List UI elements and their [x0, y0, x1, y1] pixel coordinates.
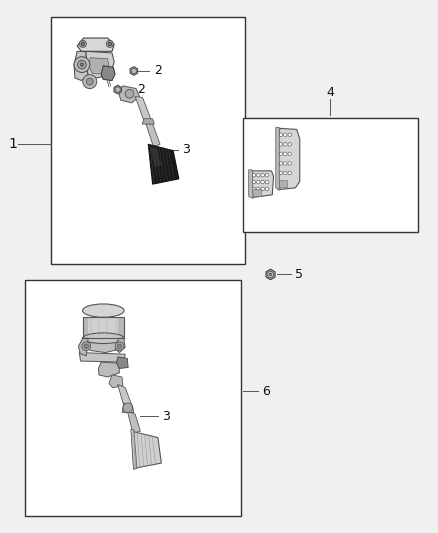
- Circle shape: [131, 68, 137, 74]
- Circle shape: [115, 342, 124, 351]
- Circle shape: [279, 152, 283, 156]
- Circle shape: [252, 180, 256, 184]
- Polygon shape: [83, 338, 124, 352]
- Bar: [251, 189, 261, 196]
- Circle shape: [117, 344, 122, 349]
- Circle shape: [288, 161, 291, 165]
- Circle shape: [284, 133, 287, 136]
- Polygon shape: [131, 430, 137, 470]
- Polygon shape: [119, 86, 140, 103]
- Text: 5: 5: [295, 268, 304, 281]
- Circle shape: [115, 87, 120, 92]
- Ellipse shape: [82, 304, 124, 317]
- Circle shape: [261, 187, 265, 191]
- Polygon shape: [277, 128, 300, 189]
- Circle shape: [265, 173, 269, 177]
- Polygon shape: [118, 317, 124, 338]
- Polygon shape: [74, 51, 88, 80]
- Circle shape: [268, 271, 274, 278]
- Polygon shape: [118, 384, 132, 407]
- Circle shape: [284, 171, 287, 175]
- Circle shape: [261, 173, 265, 177]
- Circle shape: [84, 344, 88, 349]
- Circle shape: [108, 42, 112, 46]
- Circle shape: [252, 187, 256, 191]
- Polygon shape: [79, 352, 125, 362]
- Text: 2: 2: [137, 83, 145, 96]
- Circle shape: [78, 60, 86, 69]
- Polygon shape: [117, 357, 128, 368]
- Polygon shape: [150, 147, 161, 167]
- Polygon shape: [249, 170, 253, 198]
- Polygon shape: [89, 58, 109, 74]
- Bar: [83, 317, 124, 338]
- Circle shape: [279, 171, 283, 175]
- Circle shape: [74, 56, 90, 72]
- Circle shape: [265, 180, 269, 184]
- Circle shape: [265, 187, 269, 191]
- Circle shape: [106, 41, 113, 47]
- Circle shape: [284, 161, 287, 165]
- Circle shape: [80, 63, 84, 66]
- Polygon shape: [250, 171, 274, 197]
- Polygon shape: [132, 431, 161, 469]
- Circle shape: [284, 142, 287, 146]
- Polygon shape: [130, 67, 138, 75]
- Polygon shape: [101, 66, 115, 80]
- Circle shape: [261, 180, 265, 184]
- Bar: [278, 181, 287, 187]
- Circle shape: [82, 342, 91, 351]
- Circle shape: [123, 403, 133, 413]
- Circle shape: [252, 173, 256, 177]
- Polygon shape: [86, 51, 114, 78]
- Polygon shape: [276, 127, 279, 190]
- Circle shape: [279, 161, 283, 165]
- Ellipse shape: [82, 333, 124, 344]
- Polygon shape: [77, 38, 114, 51]
- Circle shape: [288, 171, 291, 175]
- Circle shape: [284, 152, 287, 156]
- Polygon shape: [122, 403, 134, 413]
- Polygon shape: [127, 411, 141, 433]
- Circle shape: [257, 173, 260, 177]
- Polygon shape: [266, 269, 275, 280]
- Circle shape: [83, 75, 97, 88]
- Text: 2: 2: [154, 64, 162, 77]
- Circle shape: [288, 142, 291, 146]
- Circle shape: [81, 42, 85, 46]
- Polygon shape: [99, 362, 120, 377]
- Text: 3: 3: [182, 143, 190, 156]
- Circle shape: [288, 152, 291, 156]
- Circle shape: [269, 273, 272, 276]
- Polygon shape: [109, 375, 123, 387]
- Bar: [51, 17, 245, 264]
- Polygon shape: [114, 85, 121, 94]
- Circle shape: [279, 142, 283, 146]
- Text: 4: 4: [326, 86, 334, 99]
- Text: 3: 3: [162, 410, 170, 423]
- Circle shape: [79, 41, 86, 47]
- Polygon shape: [135, 96, 151, 123]
- Bar: [25, 280, 241, 516]
- Circle shape: [257, 180, 260, 184]
- Polygon shape: [83, 317, 124, 338]
- Bar: [243, 118, 418, 232]
- Circle shape: [288, 133, 291, 136]
- Text: 1: 1: [8, 138, 18, 151]
- Circle shape: [125, 90, 134, 98]
- Circle shape: [257, 187, 260, 191]
- Circle shape: [86, 78, 93, 85]
- Polygon shape: [145, 120, 160, 147]
- Polygon shape: [148, 144, 179, 184]
- Polygon shape: [78, 338, 88, 356]
- Text: 6: 6: [262, 385, 270, 398]
- Circle shape: [279, 133, 283, 136]
- Polygon shape: [115, 338, 125, 352]
- Polygon shape: [142, 119, 154, 124]
- Polygon shape: [83, 317, 88, 338]
